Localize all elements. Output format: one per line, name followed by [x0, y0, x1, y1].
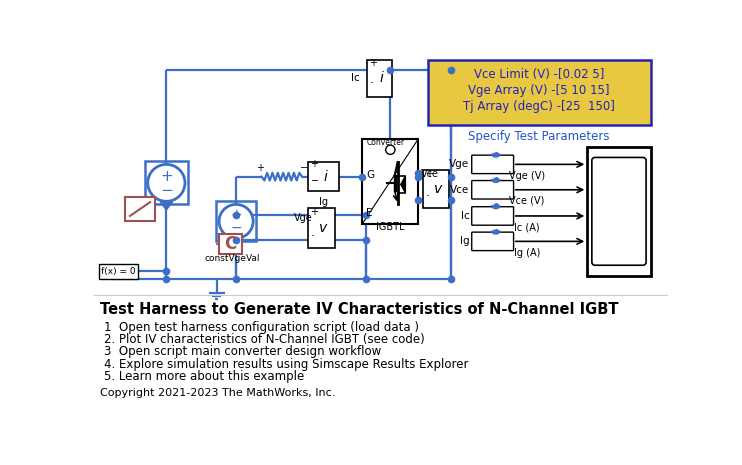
Text: +: +: [310, 207, 318, 217]
Text: 3  Open script main converter design workflow: 3 Open script main converter design work…: [104, 345, 381, 359]
Text: i: i: [324, 170, 327, 184]
Text: Ic: Ic: [351, 73, 359, 83]
Text: IGBTL: IGBTL: [376, 222, 404, 232]
FancyBboxPatch shape: [472, 207, 513, 225]
Text: −: −: [230, 221, 242, 235]
Text: +: +: [160, 169, 173, 184]
Text: Vge Array (V) -[5 10 15]: Vge Array (V) -[5 10 15]: [468, 84, 610, 97]
Text: G: G: [367, 170, 375, 180]
Text: v: v: [433, 182, 441, 196]
Bar: [99, 264, 138, 279]
Text: +: +: [370, 58, 378, 68]
Text: 1  Open test harness configuration script (load data ): 1 Open test harness configuration script…: [104, 321, 418, 334]
Circle shape: [148, 164, 185, 201]
Text: Vge (V): Vge (V): [509, 171, 545, 180]
Text: C: C: [225, 235, 237, 253]
Polygon shape: [231, 239, 242, 246]
FancyBboxPatch shape: [592, 158, 646, 265]
Bar: [362, 139, 418, 224]
Bar: [423, 170, 449, 208]
Text: i: i: [379, 71, 383, 85]
Circle shape: [219, 205, 253, 238]
Text: +: +: [230, 208, 242, 222]
Bar: [216, 201, 256, 241]
Text: f(x) = 0: f(x) = 0: [101, 267, 136, 276]
Polygon shape: [160, 202, 173, 210]
Text: Ig: Ig: [319, 197, 328, 207]
Text: Vce: Vce: [450, 185, 470, 195]
Text: Specify Test Parameters: Specify Test Parameters: [468, 130, 610, 143]
FancyBboxPatch shape: [472, 232, 513, 251]
Text: Vce Limit (V) -[0.02 5]: Vce Limit (V) -[0.02 5]: [474, 68, 604, 81]
FancyBboxPatch shape: [472, 180, 513, 199]
Text: Tj Array (degC) -[25  150]: Tj Array (degC) -[25 150]: [463, 100, 615, 113]
Bar: [587, 146, 651, 276]
Text: Vge: Vge: [449, 159, 470, 169]
Text: 2. Plot IV characteristics of N-Channel IGBT (see code): 2. Plot IV characteristics of N-Channel …: [104, 333, 424, 346]
Text: v: v: [319, 221, 327, 235]
Text: −: −: [300, 163, 308, 173]
Text: +: +: [425, 169, 433, 179]
Text: Vge: Vge: [295, 213, 313, 223]
Bar: [308, 208, 335, 248]
Text: Ic (A): Ic (A): [514, 222, 539, 232]
Circle shape: [386, 145, 395, 154]
Bar: [367, 60, 392, 97]
Text: −: −: [310, 176, 318, 186]
FancyBboxPatch shape: [427, 60, 651, 125]
Text: Vce (V): Vce (V): [509, 196, 545, 206]
Text: +: +: [256, 163, 264, 173]
Bar: [308, 162, 339, 191]
FancyBboxPatch shape: [472, 155, 513, 173]
Text: +: +: [310, 159, 318, 169]
Text: Ig (A): Ig (A): [513, 247, 540, 258]
Text: 4. Explore simulation results using Simscape Results Explorer: 4. Explore simulation results using Sims…: [104, 358, 468, 371]
Bar: [145, 161, 188, 205]
Text: Vce: Vce: [421, 169, 439, 179]
Bar: [219, 234, 243, 254]
Polygon shape: [401, 176, 405, 193]
Text: constVgeVal: constVgeVal: [205, 254, 260, 263]
Text: ·: ·: [310, 230, 315, 243]
Text: Copyright 2021-2023 The MathWorks, Inc.: Copyright 2021-2023 The MathWorks, Inc.: [100, 388, 336, 399]
Text: Ic: Ic: [461, 211, 470, 221]
Text: E: E: [367, 208, 372, 218]
Text: −: −: [160, 183, 173, 198]
Text: Converter: Converter: [367, 138, 405, 147]
Text: ·: ·: [370, 77, 373, 90]
Bar: [125, 197, 155, 221]
Text: 5. Learn more about this example: 5. Learn more about this example: [104, 370, 304, 383]
Text: Test Harness to Generate IV Characteristics of N-Channel IGBT: Test Harness to Generate IV Characterist…: [100, 302, 619, 317]
Text: ·: ·: [425, 190, 429, 203]
Text: Ig: Ig: [460, 236, 470, 246]
